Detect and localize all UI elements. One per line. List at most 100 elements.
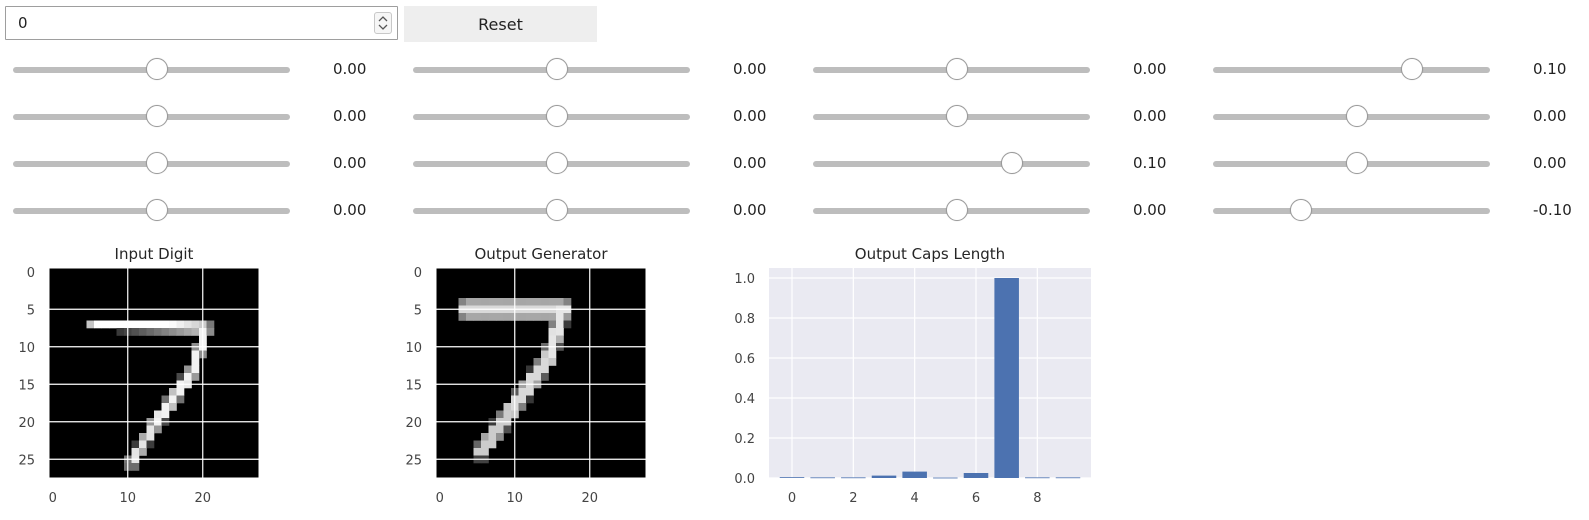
image-pixel [473, 440, 482, 449]
capsule-slider[interactable]: 0.00 [413, 97, 803, 137]
capsule-slider[interactable]: 0.00 [413, 144, 803, 184]
image-pixel [139, 440, 147, 449]
capsule-slider[interactable]: 0.00 [13, 191, 403, 231]
slider-readout: 0.00 [733, 201, 767, 219]
image-pixel [556, 328, 564, 336]
image-pixel [481, 298, 489, 306]
y-tick-label: 0.2 [734, 432, 755, 447]
image-pixel [131, 328, 140, 336]
image-pixel [169, 320, 177, 329]
stepper-icon[interactable] [374, 12, 392, 34]
image-pixel [473, 313, 482, 321]
x-tick-label: 20 [581, 491, 598, 506]
reset-button[interactable]: Reset [404, 6, 597, 42]
image-pixel [526, 388, 534, 396]
slider-row: 0.00 0.00 0.10 0.00 [0, 144, 1589, 184]
slider-track[interactable] [813, 161, 1090, 167]
y-tick-label: 25 [18, 453, 35, 468]
capsule-slider[interactable]: 0.10 [813, 144, 1203, 184]
image-pixel [139, 448, 147, 456]
image-pixel [481, 440, 489, 449]
image-pixel [169, 328, 177, 336]
slider-handle[interactable] [1000, 152, 1023, 174]
slider-handle[interactable] [145, 105, 168, 127]
capsule-slider[interactable]: 0.00 [1213, 144, 1589, 184]
slider-handle[interactable] [945, 58, 968, 80]
slider-handle[interactable] [545, 199, 568, 221]
image-pixel [458, 298, 467, 306]
slider-row: 0.00 0.00 0.00 0.00 [0, 97, 1589, 137]
capsule-slider[interactable]: 0.10 [1213, 50, 1589, 90]
image-pixel [176, 373, 185, 381]
y-tick-label: 0.4 [734, 392, 755, 407]
image-pixel [533, 358, 542, 366]
capsule-slider[interactable]: 0.00 [813, 191, 1203, 231]
image-pixel [161, 395, 170, 404]
y-tick-label: 10 [18, 341, 35, 356]
capsule-slider[interactable]: 0.00 [1213, 97, 1589, 137]
image-pixel [191, 358, 200, 366]
y-tick-label: 5 [27, 303, 35, 318]
slider-track[interactable] [1213, 67, 1490, 73]
x-tick-label: 10 [119, 491, 136, 506]
digit-index-input-box[interactable] [5, 6, 398, 40]
capsule-slider[interactable]: 0.00 [13, 144, 403, 184]
image-pixel [466, 313, 474, 321]
slider-handle[interactable] [1400, 58, 1423, 80]
image-pixel [191, 320, 200, 329]
image-plot: 0 10 20 0 5 10 15 20 25 Input Digit [18, 245, 260, 506]
image-pixel [563, 298, 572, 306]
capsule-slider[interactable]: 0.00 [413, 191, 803, 231]
slider-track[interactable] [1213, 208, 1490, 214]
slider-handle[interactable] [1345, 152, 1368, 174]
slider-handle[interactable] [945, 199, 968, 221]
slider-handle[interactable] [545, 152, 568, 174]
image-pixel [146, 328, 155, 336]
image-pixel [176, 395, 185, 404]
digit-index-input[interactable] [6, 7, 374, 39]
y-tick-label: 10 [405, 341, 422, 356]
capsule-slider[interactable]: 0.00 [13, 97, 403, 137]
image-pixel [518, 403, 527, 411]
y-tick-label: 0 [414, 266, 422, 281]
slider-readout: 0.10 [1133, 154, 1167, 172]
slider-readout: 0.00 [1533, 154, 1567, 172]
image-pixel [548, 328, 557, 336]
image-plot: 0 10 20 0 5 10 15 20 25 Output Generator [405, 245, 647, 506]
slider-readout: 0.00 [333, 60, 367, 78]
image-pixel [488, 298, 497, 306]
slider-readout: 0.00 [1533, 107, 1567, 125]
image-pixel [154, 410, 162, 419]
slider-handle[interactable] [145, 58, 168, 80]
capsule-slider[interactable]: 0.00 [413, 50, 803, 90]
image-frame [435, 267, 647, 479]
image-frame [48, 267, 260, 479]
y-tick-label: 1.0 [734, 272, 755, 287]
x-tick-label: 0 [436, 491, 444, 506]
image-pixel [169, 403, 177, 411]
x-tick-label: 2 [849, 491, 857, 506]
image-pixel [481, 313, 489, 321]
x-tick-label: 10 [506, 491, 523, 506]
slider-handle[interactable] [1345, 105, 1368, 127]
slider-handle[interactable] [145, 199, 168, 221]
capsule-slider[interactable]: 0.00 [813, 50, 1203, 90]
y-tick-label: 20 [18, 416, 35, 431]
capsule-slider[interactable]: -0.10 [1213, 191, 1589, 231]
slider-handle[interactable] [945, 105, 968, 127]
slider-handle[interactable] [545, 105, 568, 127]
capsule-slider[interactable]: 0.00 [813, 97, 1203, 137]
image-pixel [526, 313, 534, 321]
image-pixel [176, 328, 185, 336]
capsule-slider[interactable]: 0.00 [13, 50, 403, 90]
x-tick-label: 6 [972, 491, 980, 506]
image-pixel [109, 320, 117, 329]
image-pixel [146, 440, 155, 449]
slider-handle[interactable] [1290, 199, 1313, 221]
image-pixel [184, 365, 192, 374]
image-pixel [131, 320, 140, 329]
slider-handle[interactable] [545, 58, 568, 80]
slider-handle[interactable] [145, 152, 168, 174]
image-pixel [496, 313, 504, 321]
x-tick-label: 0 [49, 491, 57, 506]
